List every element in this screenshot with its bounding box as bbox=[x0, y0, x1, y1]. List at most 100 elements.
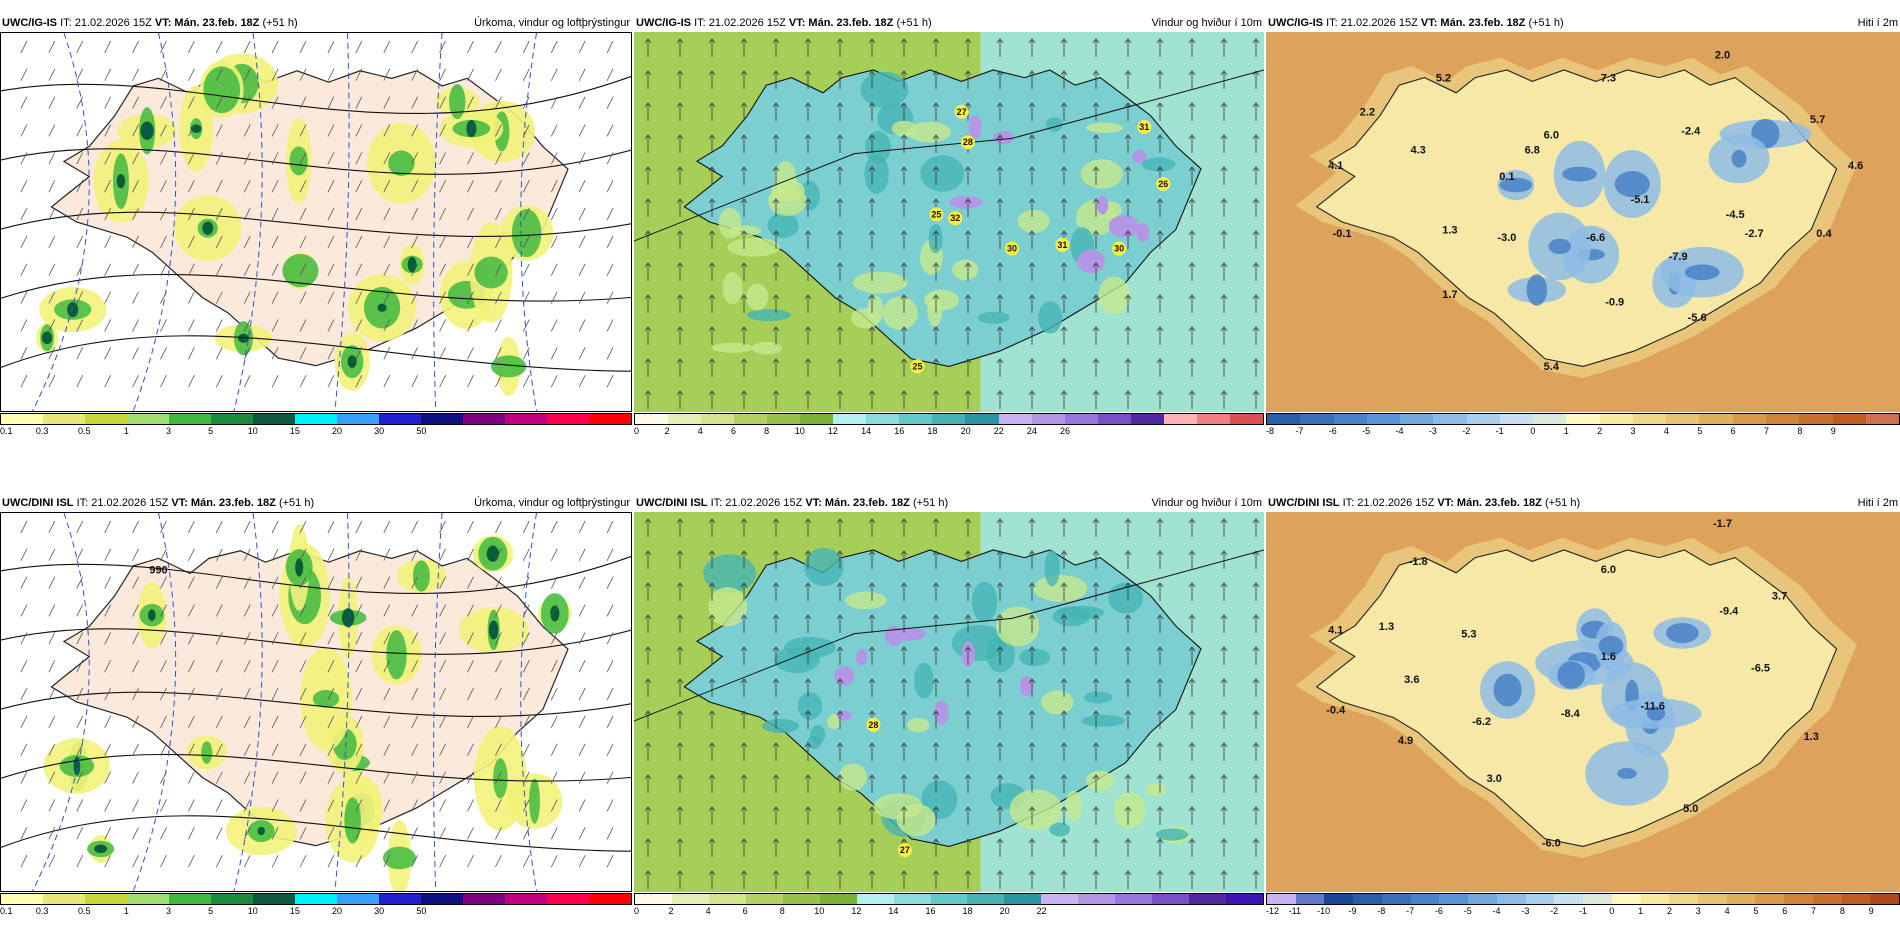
wind-arrowhead bbox=[644, 134, 652, 140]
wind-barb bbox=[439, 632, 446, 645]
wind-barb bbox=[522, 827, 530, 840]
wind-barb bbox=[243, 291, 251, 304]
colorbar-tick-label: 7 bbox=[1764, 426, 1770, 436]
colorbar-tick-label: 9 bbox=[1868, 906, 1874, 916]
wind-arrowhead bbox=[676, 518, 684, 524]
wind-arrowhead bbox=[964, 838, 972, 844]
temperature-value: -2.4 bbox=[1681, 126, 1701, 138]
wind-barb bbox=[411, 319, 419, 332]
wind-barb bbox=[104, 715, 112, 729]
wind-arrowhead bbox=[772, 294, 780, 300]
wind-barb bbox=[20, 548, 28, 561]
wind-barb bbox=[355, 235, 363, 249]
wind-barb bbox=[383, 604, 391, 617]
wind-arrowhead bbox=[1060, 774, 1068, 780]
wind-arrowhead bbox=[996, 102, 1004, 108]
colorbar-swatch bbox=[1300, 414, 1334, 424]
wind-arrowhead bbox=[1156, 614, 1164, 620]
wind-arrowhead bbox=[1188, 806, 1196, 812]
wind-barb bbox=[327, 604, 335, 617]
wind-barb bbox=[467, 715, 474, 729]
wind-arrowhead bbox=[1092, 358, 1100, 364]
wind-barb bbox=[383, 632, 391, 645]
wind-arrowhead bbox=[964, 742, 972, 748]
wind-barb bbox=[76, 548, 84, 561]
wind-arrowhead bbox=[836, 646, 844, 652]
precip-colorbar bbox=[0, 413, 632, 425]
wind-barb bbox=[495, 347, 502, 360]
wind-arrowhead bbox=[804, 390, 812, 396]
panel-temp-igis: UWC/IG-IS IT: 21.02.2026 15Z VT: Mán. 23… bbox=[1266, 14, 1900, 444]
wind-barb bbox=[20, 291, 28, 304]
wind-barb bbox=[48, 660, 56, 673]
temperature-value: 1.3 bbox=[1379, 621, 1394, 633]
wind-speed-area bbox=[722, 272, 743, 305]
gust-value: 32 bbox=[950, 213, 960, 223]
wind-barb bbox=[188, 743, 195, 756]
colorbar-tick-label: 4 bbox=[1663, 426, 1669, 436]
wind-arrowhead bbox=[1028, 678, 1036, 684]
wind-arrowhead bbox=[676, 70, 684, 76]
colorbar-swatch bbox=[1333, 414, 1367, 424]
wind-barb bbox=[327, 576, 335, 589]
map-svg bbox=[1, 33, 631, 411]
wind-barb bbox=[76, 743, 84, 756]
colorbar-swatch bbox=[1812, 894, 1842, 904]
wind-arrowhead bbox=[996, 806, 1004, 812]
wind-barb bbox=[606, 40, 614, 54]
wind-barb bbox=[160, 291, 167, 304]
temperature-value: 4.3 bbox=[1411, 145, 1426, 157]
wind-barb bbox=[20, 124, 28, 137]
gust-marker bbox=[954, 104, 969, 119]
wind-speed-area bbox=[1083, 691, 1113, 704]
gust-value: 30 bbox=[1114, 244, 1124, 254]
wind-arrowhead bbox=[676, 678, 684, 684]
colorbar-swatch bbox=[253, 414, 295, 424]
wind-arrowhead bbox=[1124, 550, 1132, 556]
wind-arrowhead bbox=[1220, 870, 1228, 876]
wind-barb bbox=[188, 40, 195, 54]
wind-barb bbox=[243, 855, 251, 868]
colorbar-swatch bbox=[1566, 414, 1600, 424]
wind-arrowhead bbox=[836, 806, 844, 812]
wind-arrowhead bbox=[1092, 710, 1100, 716]
colorbar-tick-label: 9 bbox=[1830, 426, 1836, 436]
wind-arrowhead bbox=[932, 326, 940, 332]
precip-area bbox=[511, 209, 542, 258]
wind-arrowhead bbox=[708, 838, 716, 844]
wind-arrowhead bbox=[964, 550, 972, 556]
wind-arrowhead bbox=[708, 294, 716, 300]
wind-barb bbox=[606, 263, 614, 276]
wind-barb bbox=[160, 576, 167, 589]
colorbar-swatch bbox=[893, 894, 931, 904]
wind-barb bbox=[299, 743, 307, 756]
wind-barb bbox=[606, 207, 614, 221]
precip-area bbox=[493, 758, 508, 799]
wind-arrowhead bbox=[964, 70, 972, 76]
valid-time-label: VT: bbox=[1437, 497, 1454, 509]
temperature-value: -0.1 bbox=[1333, 228, 1352, 240]
colorbar-swatch bbox=[169, 414, 211, 424]
wind-barb bbox=[550, 152, 558, 165]
wind-barb bbox=[578, 96, 586, 109]
wind-barb bbox=[132, 207, 139, 221]
colorbar-ticks: 0 2 4 6 8 10 12 14 16 18 20 22 24 26 bbox=[634, 426, 1264, 439]
wind-barb bbox=[188, 235, 195, 249]
colorbar-swatch bbox=[1152, 894, 1190, 904]
colorbar-swatch bbox=[1433, 414, 1467, 424]
wind-arrowhead bbox=[1188, 262, 1196, 268]
wind-arrowhead bbox=[964, 774, 972, 780]
wind-arrowhead bbox=[964, 166, 972, 172]
wind-arrowhead bbox=[868, 166, 876, 172]
wind-barb bbox=[550, 40, 558, 54]
wind-arrowhead bbox=[740, 614, 748, 620]
wind-barb bbox=[243, 375, 251, 388]
wind-arrowhead bbox=[868, 678, 876, 684]
wind-arrowhead bbox=[676, 806, 684, 812]
valid-time-label: VT: bbox=[788, 17, 806, 29]
wind-barb bbox=[76, 375, 84, 388]
temperature-value: -6.0 bbox=[1542, 837, 1561, 849]
wind-barb bbox=[104, 660, 112, 673]
colorbar-swatch bbox=[337, 414, 379, 424]
